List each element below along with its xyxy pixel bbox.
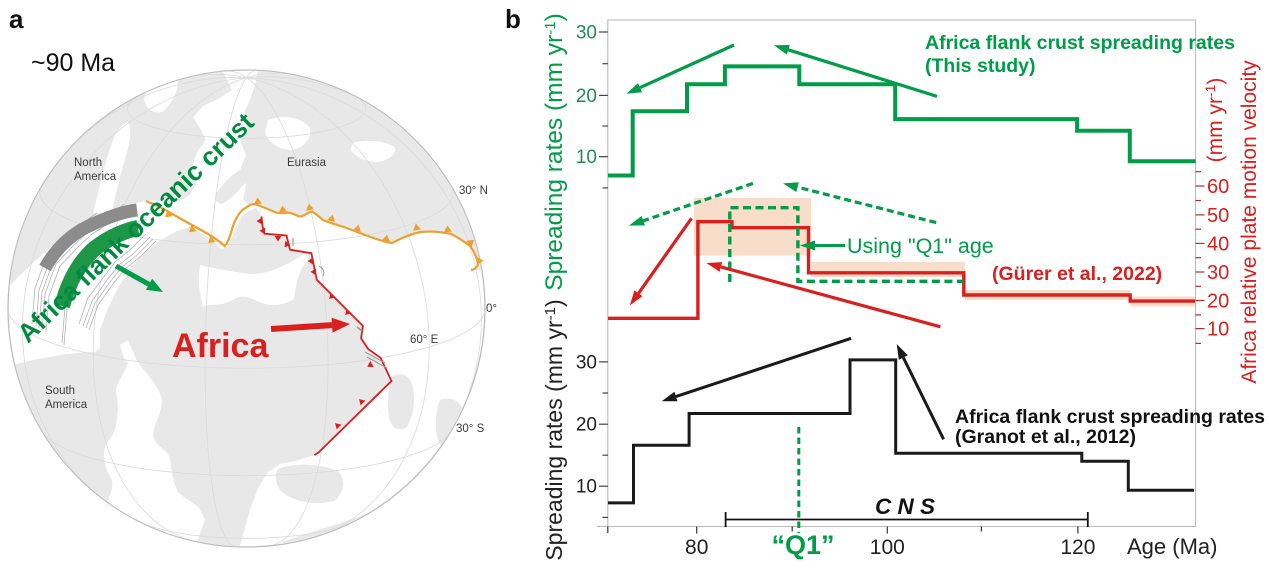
svg-text:10: 10 <box>576 147 597 168</box>
svg-text:Spreading rates (mm yr-1): Spreading rates (mm yr-1) <box>541 13 568 291</box>
svg-text:Using "Q1" age: Using "Q1" age <box>847 234 994 258</box>
svg-text:30: 30 <box>576 23 597 44</box>
svg-text:20: 20 <box>576 415 597 436</box>
svg-text:Eurasia: Eurasia <box>287 157 327 169</box>
svg-text:60: 60 <box>1207 176 1229 198</box>
svg-text:“Q1”: “Q1” <box>771 530 834 560</box>
svg-text:Age (Ma): Age (Ma) <box>1127 534 1217 559</box>
svg-text:30° S: 30° S <box>456 423 485 435</box>
svg-text:America: America <box>74 171 117 183</box>
svg-text:Africa flank crust spreading r: Africa flank crust spreading rates <box>955 406 1265 428</box>
svg-text:40: 40 <box>1207 233 1229 255</box>
svg-text:30: 30 <box>576 352 597 373</box>
svg-text:20: 20 <box>1207 291 1229 313</box>
svg-text:10: 10 <box>1207 319 1229 341</box>
svg-text:(Gürer et al., 2022): (Gürer et al., 2022) <box>992 263 1162 285</box>
svg-text:Spreading rates (mm yr-1): Spreading rates (mm yr-1) <box>541 299 567 560</box>
svg-text:South: South <box>45 385 75 397</box>
svg-text:120: 120 <box>1060 536 1095 559</box>
svg-text:0°: 0° <box>486 303 497 315</box>
svg-text:30° N: 30° N <box>459 185 488 197</box>
svg-text:Africa: Africa <box>172 327 269 365</box>
svg-text:~90 Ma: ~90 Ma <box>31 49 115 77</box>
svg-text:80: 80 <box>685 536 708 559</box>
svg-text:100: 100 <box>870 536 905 559</box>
svg-text:Africa relative plate motion v: Africa relative plate motion velocity <box>1238 60 1261 384</box>
svg-text:10: 10 <box>576 477 597 498</box>
svg-text:America: America <box>45 399 88 411</box>
svg-text:(This study): (This study) <box>925 55 1036 77</box>
svg-text:20: 20 <box>576 86 597 107</box>
svg-text:a: a <box>9 4 24 34</box>
svg-text:North: North <box>74 157 102 169</box>
svg-text:(Granot et al., 2012): (Granot et al., 2012) <box>955 426 1136 448</box>
svg-text:C N S: C N S <box>875 494 935 519</box>
svg-text:Africa flank crust spreading r: Africa flank crust spreading rates <box>925 32 1235 54</box>
svg-text:30: 30 <box>1207 262 1229 284</box>
svg-text:50: 50 <box>1207 205 1229 227</box>
svg-text:b: b <box>505 4 521 34</box>
svg-text:60° E: 60° E <box>410 334 439 346</box>
